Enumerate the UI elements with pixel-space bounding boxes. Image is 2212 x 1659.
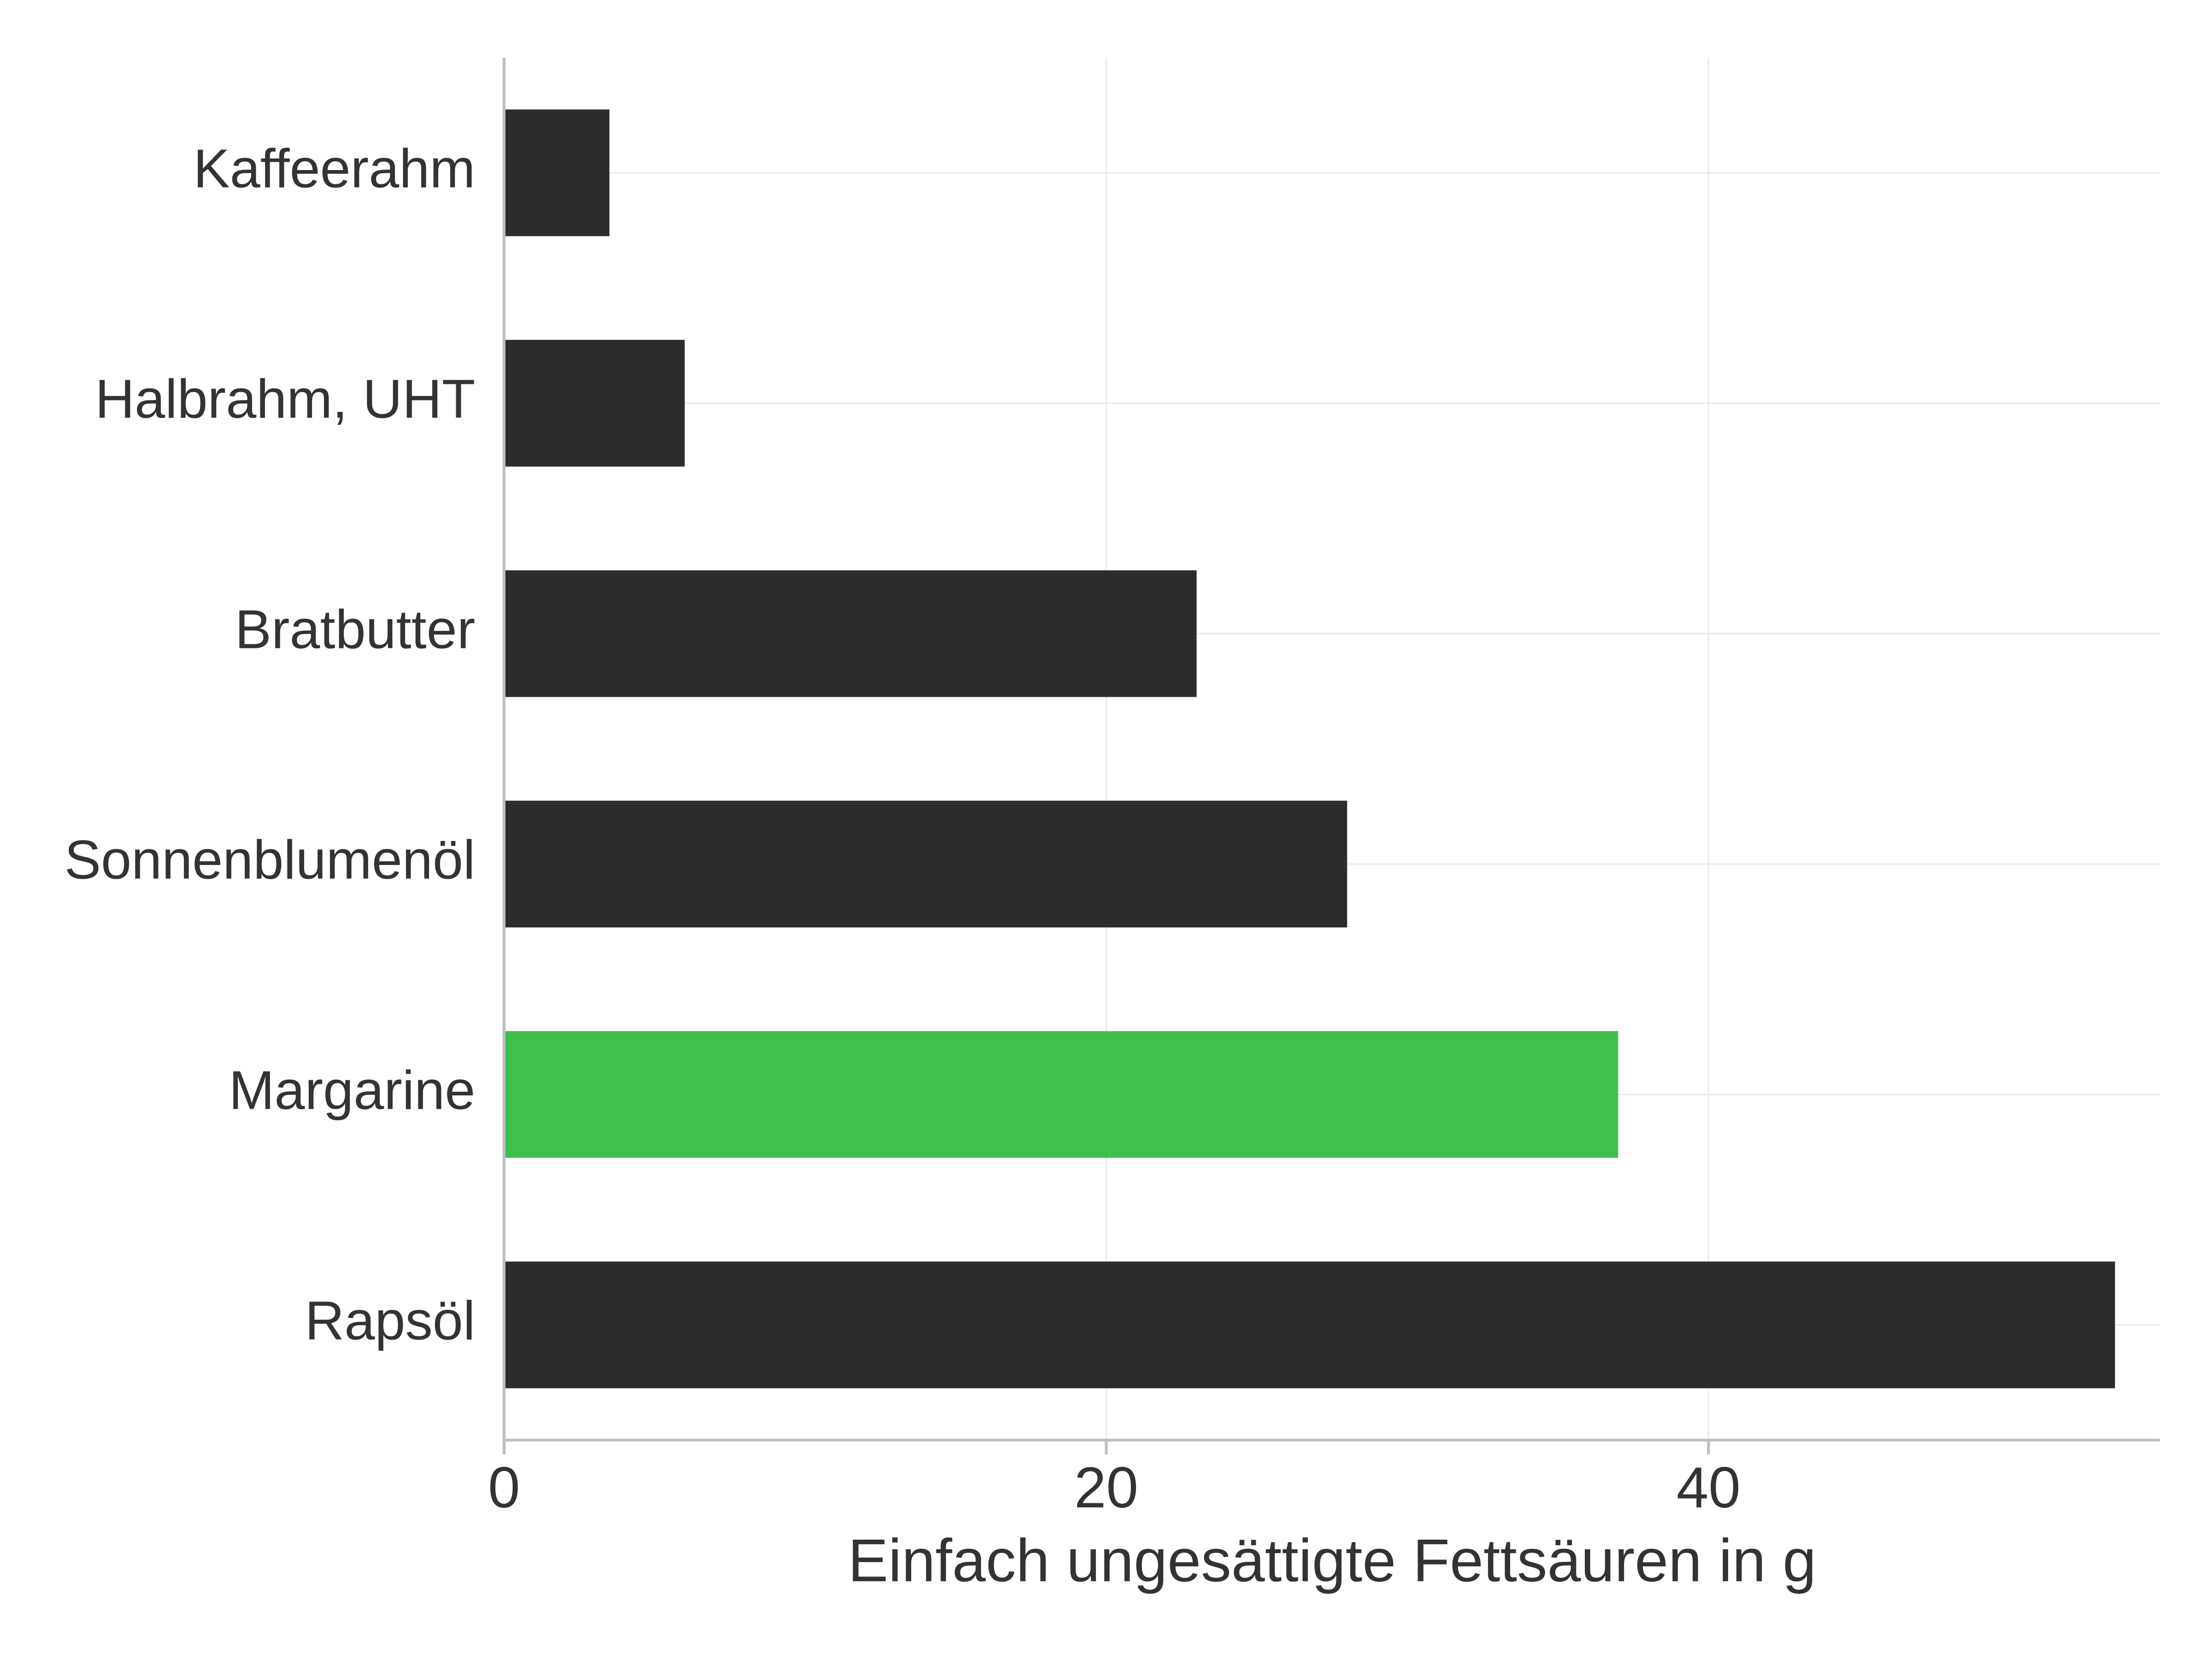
bar	[504, 110, 610, 236]
y-category-label: Bratbutter	[235, 599, 475, 660]
bar	[504, 1262, 2115, 1388]
y-category-label: Halbrahm, UHT	[95, 368, 475, 429]
y-category-label: Rapsöl	[305, 1290, 476, 1351]
bar	[504, 571, 1197, 697]
bar	[504, 340, 685, 467]
x-tick-label: 40	[1677, 1456, 1741, 1520]
y-category-label: Kaffeerahm	[194, 138, 476, 199]
bar-chart: Kaffeerahm Halbrahm, UHT Bratbutter Sonnenb…	[0, 0, 2212, 1659]
bar	[504, 1031, 1618, 1158]
chart-container: Kaffeerahm Halbrahm, UHT Bratbutter Sonnenb…	[0, 0, 2212, 1659]
y-category-label: Margarine	[229, 1059, 476, 1121]
y-category-label: Sonnenblumenöl	[65, 829, 475, 890]
x-tick-label: 20	[1074, 1456, 1138, 1520]
bar	[504, 801, 1347, 928]
x-tick-label: 0	[488, 1456, 520, 1520]
x-axis-title: Einfach ungesättigte Fettsäuren in g	[848, 1526, 1816, 1594]
